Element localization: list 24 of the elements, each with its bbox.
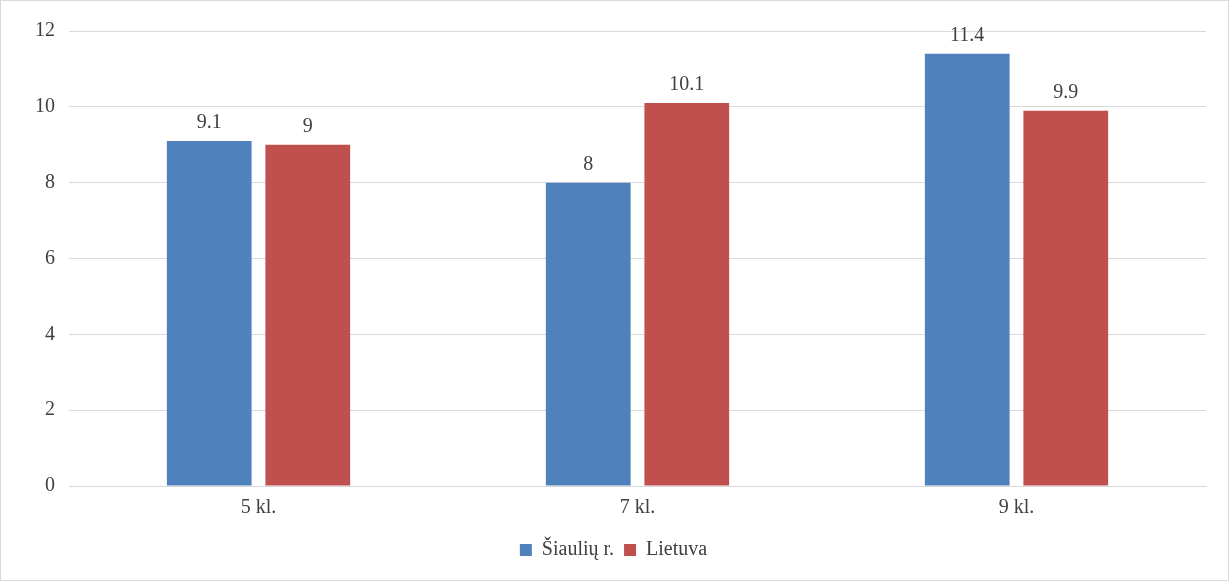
y-tick-label: 0 — [45, 473, 55, 496]
x-tick-label: 9 kl. — [998, 495, 1035, 518]
y-tick-label: 4 — [45, 321, 55, 344]
data-label: 11.4 — [950, 23, 985, 45]
y-tick-label: 12 — [35, 18, 55, 41]
data-label: 9.9 — [1053, 79, 1079, 102]
data-label: 9.1 — [196, 110, 222, 133]
bar — [166, 140, 252, 486]
x-tick-label: 7 kl. — [619, 495, 656, 518]
y-tick-label: 10 — [35, 94, 55, 117]
x-tick-label: 5 kl. — [240, 495, 277, 518]
legend-label: Lietuva — [646, 537, 708, 560]
legend-label: Šiaulių r. — [541, 536, 615, 561]
y-tick-label: 6 — [45, 245, 55, 268]
bar — [924, 53, 1010, 486]
y-tick-label: 2 — [45, 397, 55, 420]
bar — [1023, 110, 1109, 486]
data-label: 9 — [302, 114, 313, 136]
y-tick-label: 8 — [45, 169, 55, 192]
data-label: 10.1 — [669, 72, 705, 95]
bar — [545, 182, 631, 486]
bar — [644, 103, 730, 486]
data-label: 8 — [583, 151, 594, 174]
bar — [265, 144, 351, 486]
